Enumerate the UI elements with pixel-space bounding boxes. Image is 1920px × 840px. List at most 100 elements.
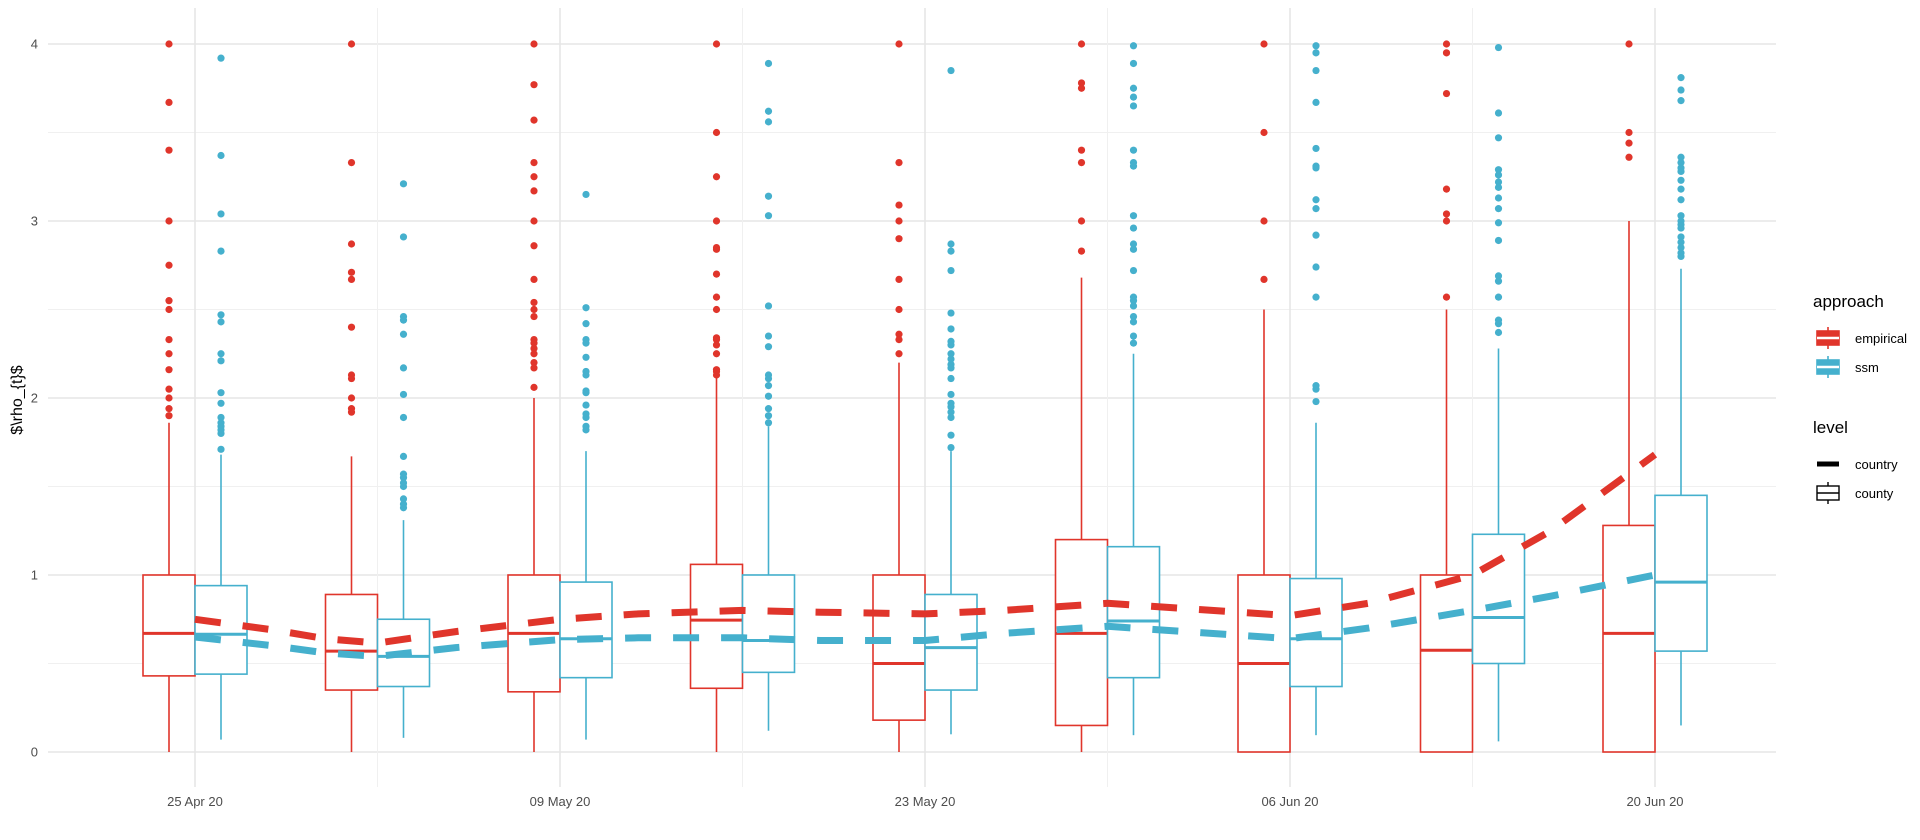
- boxplot-ssm: [1289, 42, 1343, 736]
- y-tick-label: 2: [31, 391, 38, 406]
- outlier-point: [1677, 153, 1685, 161]
- outlier-point: [1494, 205, 1503, 213]
- box-iqr: [689, 563, 744, 690]
- outlier-point: [895, 350, 903, 358]
- outlier-point: [1129, 297, 1138, 305]
- outlier-point: [530, 298, 538, 307]
- outlier-point: [1129, 59, 1138, 68]
- outlier-point: [347, 158, 356, 167]
- outlier-point: [1129, 224, 1138, 232]
- box-iqr: [1602, 524, 1656, 753]
- outlier-point: [399, 495, 408, 503]
- outlier-point: [895, 235, 903, 243]
- outlier-point: [1129, 318, 1138, 326]
- outlier-point: [165, 385, 173, 393]
- y-tick-label: 4: [31, 37, 38, 52]
- outlier-point: [947, 350, 955, 358]
- boxplot-ssm: [1654, 74, 1708, 726]
- outlier-point: [165, 412, 173, 420]
- outlier-point: [1677, 233, 1685, 241]
- outlier-point: [1677, 167, 1685, 176]
- outlier-point: [1312, 293, 1320, 301]
- legend-key-empirical: [1816, 327, 1840, 349]
- outlier-point: [1312, 66, 1320, 75]
- y-axis-title: $\rho_{t}$: [9, 365, 26, 435]
- legend-label: empirical: [1855, 331, 1907, 346]
- boxplot-empirical: [324, 40, 379, 752]
- outlier-point: [1077, 79, 1086, 87]
- outlier-point: [165, 350, 173, 358]
- outlier-point: [764, 192, 773, 200]
- outlier-point: [712, 245, 721, 253]
- outlier-point: [1129, 302, 1138, 310]
- outlier-point: [217, 350, 225, 358]
- outlier-point: [1625, 139, 1633, 147]
- outlier-point: [1260, 275, 1268, 284]
- boxplot-ssm: [559, 190, 613, 740]
- outlier-point: [947, 374, 955, 383]
- outlier-point: [399, 330, 408, 338]
- outlier-point: [1129, 146, 1138, 154]
- outlier-point: [217, 54, 225, 62]
- outlier-point: [1677, 212, 1685, 220]
- outlier-point: [582, 339, 590, 347]
- outlier-point: [399, 364, 408, 372]
- outlier-point: [1442, 217, 1451, 225]
- outlier-point: [399, 233, 408, 241]
- boxplot-empirical: [1602, 40, 1656, 753]
- outlier-point: [347, 374, 356, 383]
- outlier-point: [165, 297, 173, 305]
- outlier-point: [530, 339, 538, 347]
- outlier-point: [530, 312, 538, 321]
- outlier-point: [764, 392, 773, 400]
- outlier-point: [347, 408, 356, 416]
- outlier-point: [1129, 212, 1138, 220]
- outlier-point: [530, 364, 538, 372]
- outlier-point: [1312, 263, 1320, 271]
- outlier-point: [764, 405, 773, 413]
- boxplot-empirical: [1054, 40, 1109, 752]
- outlier-point: [165, 394, 173, 402]
- outlier-point: [347, 275, 356, 284]
- outlier-point: [582, 389, 590, 397]
- outlier-point: [712, 173, 721, 181]
- outlier-point: [712, 335, 721, 344]
- outlier-point: [1625, 40, 1633, 48]
- outlier-point: [1494, 178, 1503, 186]
- outlier-point: [712, 293, 721, 301]
- outlier-point: [1677, 252, 1685, 260]
- legend-label: county: [1855, 486, 1894, 501]
- boxplots: [142, 40, 1708, 753]
- box-iqr: [1419, 574, 1474, 753]
- outlier-point: [582, 320, 590, 328]
- outlier-point: [217, 311, 225, 319]
- outlier-point: [947, 266, 955, 275]
- outlier-point: [399, 452, 408, 461]
- box-iqr: [142, 574, 196, 677]
- outlier-point: [165, 335, 173, 344]
- outlier-point: [165, 40, 173, 48]
- outlier-point: [217, 389, 225, 397]
- outlier-point: [165, 261, 173, 269]
- outlier-point: [1129, 102, 1138, 110]
- boxplot-ssm: [1471, 43, 1526, 742]
- outlier-point: [1129, 245, 1138, 253]
- boxplot-ssm: [741, 59, 796, 731]
- outlier-point: [764, 212, 773, 220]
- boxplot-empirical: [872, 40, 926, 752]
- x-tick-label: 06 Jun 20: [1261, 794, 1318, 809]
- outlier-point: [1494, 134, 1503, 142]
- outlier-point: [764, 412, 773, 420]
- box-iqr: [559, 581, 613, 679]
- outlier-point: [347, 268, 356, 276]
- x-tick-label: 23 May 20: [895, 794, 956, 809]
- outlier-point: [1494, 194, 1503, 202]
- outlier-point: [1494, 43, 1503, 52]
- outlier-point: [947, 341, 955, 349]
- outlier-point: [947, 408, 955, 416]
- outlier-point: [947, 431, 955, 439]
- outlier-point: [1077, 84, 1086, 92]
- outlier-point: [1129, 42, 1138, 50]
- outlier-point: [530, 275, 538, 284]
